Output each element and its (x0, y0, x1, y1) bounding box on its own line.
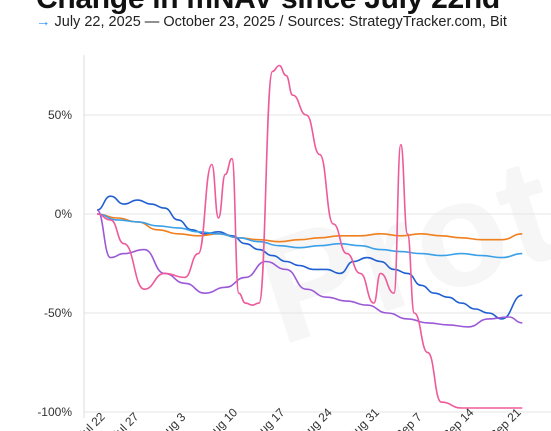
series-line-4 (96, 64, 523, 409)
x-tick-label: Aug 17 (251, 405, 288, 431)
series-line-3 (96, 209, 523, 328)
y-tick-label: 0% (55, 207, 73, 221)
x-tick-label: Sep 7 (392, 410, 424, 431)
chart-title: Change in mNAV since July 22nd (36, 0, 500, 16)
y-tick-label: -50% (44, 306, 72, 320)
series-line-0 (96, 195, 523, 320)
subtitle-text: July 22, 2025 — October 23, 2025 / Sourc… (54, 14, 507, 30)
x-tick-label: Aug 10 (203, 405, 240, 431)
x-tick-label: Jul 22 (75, 409, 108, 431)
x-tick-label: Aug 24 (298, 405, 335, 431)
x-tick-label: Jul 27 (109, 409, 142, 431)
series-line-2 (96, 213, 523, 259)
arrow-right-icon: → (36, 14, 51, 30)
chart-subtitle: → July 22, 2025 — October 23, 2025 / Sour… (36, 14, 507, 30)
x-tick-label: Sep 21 (487, 405, 524, 431)
y-tick-label: -100% (37, 405, 72, 419)
series-line-1 (96, 213, 523, 243)
y-tick-label: 50% (48, 108, 72, 122)
x-tick-label: Aug 3 (156, 410, 188, 431)
x-tick-label: Aug 31 (345, 405, 382, 431)
x-tick-label: Sep 14 (440, 405, 477, 431)
